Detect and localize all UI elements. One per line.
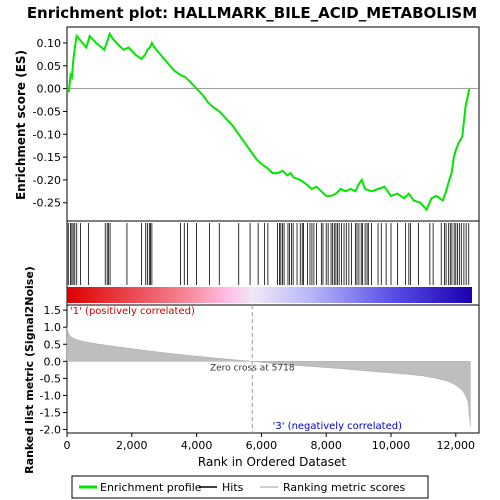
es-ytick-label: -0.20	[33, 174, 61, 187]
es-ytick-label: 0.00	[37, 83, 62, 96]
metric-panel: Zero cross at 5718 '1' (positively corre…	[23, 266, 480, 474]
positive-label: '1' (positively correlated)	[70, 306, 195, 317]
metric-xtick-label: 0	[64, 439, 71, 452]
legend-es-label: Enrichment profile	[100, 481, 202, 494]
metric-xtick-label: 8,000	[310, 439, 342, 452]
metric-xticks: 0 2,000 4,000 6,000 8,000 10,000 12,000	[64, 433, 476, 452]
es-ytick-label: -0.15	[33, 151, 61, 164]
metric-ytick-label: -1.0	[40, 389, 61, 402]
es-line	[66, 31, 471, 212]
chart-title: Enrichment plot: HALLMARK_BILE_ACID_META…	[27, 4, 477, 22]
es-ytick-label: -0.10	[33, 128, 61, 141]
metric-xtick-label: 12,000	[437, 439, 476, 452]
zero-cross-label: Zero cross at 5718	[210, 363, 295, 373]
metric-ytick-label: -2.0	[40, 424, 61, 437]
negative-label: '3' (negatively correlated)	[273, 421, 402, 432]
legend-box	[71, 475, 429, 499]
metric-ytick-label: 0.5	[44, 338, 62, 351]
es-panel: 0.10 0.05 0.00 -0.05 -0.10 -0.15 -0.20 -0.25 En…	[14, 26, 480, 222]
metric-xtick-label: 2,000	[116, 439, 148, 452]
metric-xtick-label: 6,000	[246, 439, 278, 452]
metric-ytick-label: 0.0	[44, 355, 62, 368]
hit-marks	[67, 223, 470, 285]
es-yticks: 0.10 0.05 0.00 -0.05 -0.10 -0.15 -0.20 -0.25	[33, 37, 67, 210]
rank-color-bar	[67, 287, 472, 303]
legend-metric-label: Ranking metric scores	[283, 481, 405, 494]
metric-xtick-label: 10,000	[372, 439, 411, 452]
metric-ytick-label: 1.5	[44, 304, 62, 317]
metric-yticks: 1.5 1.0 0.5 0.0 -0.5 -1.0 -1.5 -2.0	[40, 304, 67, 437]
metric-xtick-label: 4,000	[181, 439, 213, 452]
metric-ytick-label: 1.0	[44, 321, 62, 334]
es-plot-frame	[66, 26, 480, 222]
metric-ytick-label: -1.5	[40, 407, 61, 420]
es-ytick-label: -0.25	[33, 197, 61, 210]
metric-ytick-label: -0.5	[40, 372, 61, 385]
es-ytick-label: -0.05	[33, 105, 61, 118]
metric-area	[66, 327, 471, 427]
es-ylabel: Enrichment score (ES)	[14, 50, 28, 200]
metric-xlabel: Rank in Ordered Dataset	[198, 455, 346, 469]
es-ytick-label: 0.10	[37, 37, 62, 50]
hits-panel	[66, 220, 480, 306]
legend-hits-label: Hits	[222, 481, 244, 494]
legend: Enrichment profile Hits Ranking metric s…	[71, 475, 429, 499]
metric-ylabel: Ranked list metric (Signal2Noise)	[23, 266, 36, 474]
es-ytick-label: 0.05	[37, 60, 62, 73]
